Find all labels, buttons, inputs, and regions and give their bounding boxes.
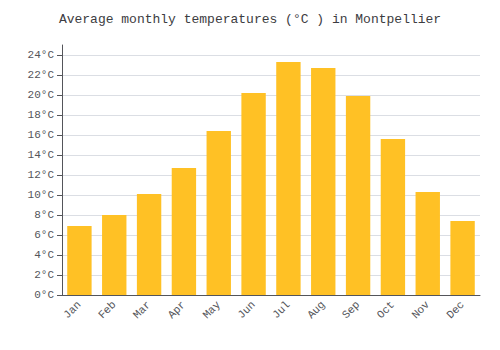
svg-text:Apr: Apr xyxy=(166,299,188,321)
svg-text:12°C: 12°C xyxy=(28,169,55,181)
svg-text:Aug: Aug xyxy=(305,299,327,321)
svg-text:8°C: 8°C xyxy=(34,209,54,221)
svg-text:Sep: Sep xyxy=(340,299,362,321)
svg-text:Average monthly temperatures (: Average monthly temperatures (°C ) in Mo… xyxy=(59,12,441,27)
svg-text:May: May xyxy=(201,298,224,321)
svg-text:4°C: 4°C xyxy=(34,249,54,261)
svg-text:0°C: 0°C xyxy=(34,289,54,301)
svg-text:Feb: Feb xyxy=(96,299,118,321)
svg-text:14°C: 14°C xyxy=(28,149,55,161)
svg-text:Jun: Jun xyxy=(235,299,257,321)
svg-text:2°C: 2°C xyxy=(34,269,54,281)
svg-text:6°C: 6°C xyxy=(34,229,54,241)
svg-text:24°C: 24°C xyxy=(28,49,55,61)
svg-text:20°C: 20°C xyxy=(28,89,55,101)
svg-text:Jan: Jan xyxy=(61,299,83,321)
svg-text:Dec: Dec xyxy=(444,299,466,321)
svg-text:16°C: 16°C xyxy=(28,129,55,141)
svg-text:Oct: Oct xyxy=(375,299,397,321)
svg-text:Jul: Jul xyxy=(270,299,292,321)
svg-text:Nov: Nov xyxy=(410,298,433,321)
svg-text:22°C: 22°C xyxy=(28,69,55,81)
svg-text:10°C: 10°C xyxy=(28,189,55,201)
svg-text:Mar: Mar xyxy=(131,299,153,321)
svg-text:18°C: 18°C xyxy=(28,109,55,121)
